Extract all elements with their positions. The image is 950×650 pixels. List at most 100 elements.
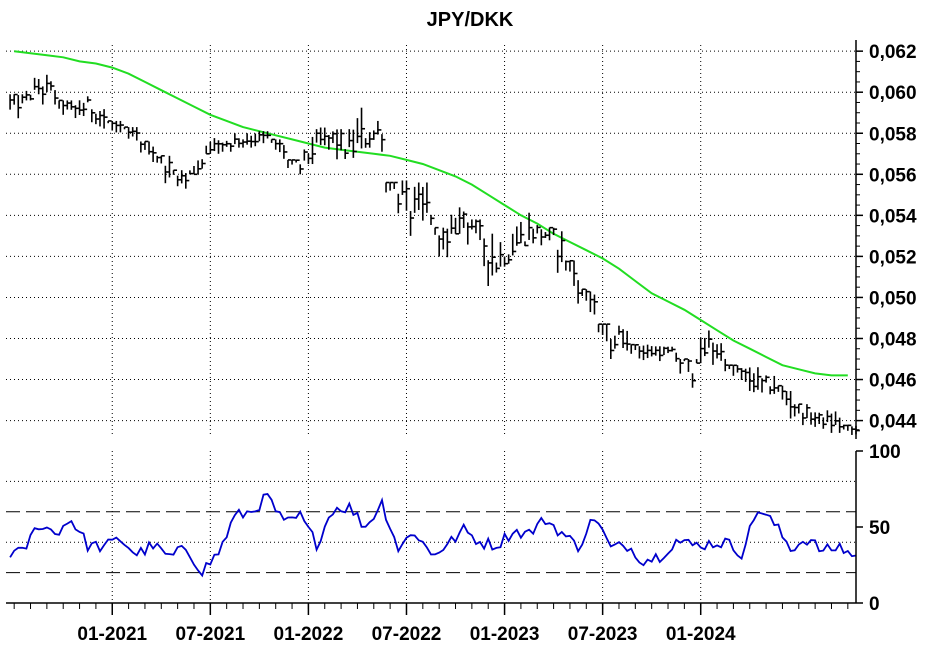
price-bar (495, 262, 500, 273)
oscillator-layer (9, 493, 857, 578)
price-bar (372, 130, 378, 140)
price-bar (483, 238, 488, 267)
price-bar (736, 365, 741, 373)
price-bar (299, 164, 304, 175)
price-bar (348, 129, 353, 148)
x-tick-label: 07-2021 (175, 624, 245, 645)
price-bar (311, 136, 316, 165)
price-bar (556, 249, 562, 273)
price-bar (266, 131, 272, 139)
price-bar (626, 330, 631, 351)
price-bar (462, 211, 468, 228)
price-bar (172, 169, 178, 175)
price-bar (258, 131, 263, 142)
price-bar (818, 412, 823, 424)
price-bar (708, 330, 713, 348)
price-bar (777, 384, 782, 392)
price-bar (111, 120, 116, 131)
price-bar (180, 170, 186, 184)
price-bar (826, 410, 831, 423)
price-bar (785, 391, 791, 406)
price-bar (86, 96, 92, 103)
price-bar (148, 141, 153, 155)
price-bar (168, 155, 173, 178)
price-bar (221, 142, 227, 152)
price-bar (716, 344, 721, 359)
price-bar (193, 165, 198, 176)
price-bar (589, 291, 594, 313)
price-bar (103, 109, 108, 129)
price-bar (671, 346, 676, 352)
price-bar (695, 359, 701, 364)
price-bar (426, 182, 431, 213)
price-bar (430, 214, 435, 225)
price-bar (164, 165, 169, 184)
price-bar (213, 138, 218, 152)
price-bar (810, 412, 815, 425)
price-bar (33, 77, 39, 90)
price-bar (389, 181, 394, 191)
price-bar (262, 131, 267, 144)
price-bar (732, 364, 737, 376)
price-bar (417, 182, 423, 210)
price-bar (217, 140, 222, 154)
price-bar (315, 129, 321, 143)
x-tick-label: 07-2023 (568, 624, 638, 645)
y-tick-label: 0,052 (869, 247, 917, 268)
price-bar (58, 99, 63, 109)
price-bar (127, 127, 133, 139)
y-tick-label: 0,046 (869, 371, 917, 392)
price-bar (54, 90, 59, 105)
price-bar (834, 411, 840, 425)
price-bar (585, 289, 590, 301)
price-bar (471, 219, 476, 230)
price-bar (91, 109, 96, 123)
price-bar (654, 346, 660, 356)
y-tick-label: 0,060 (869, 83, 917, 104)
price-bar (761, 378, 766, 393)
price-bar (487, 260, 492, 286)
reference-lines (6, 480, 856, 574)
osc-y-tick-label: 0 (869, 594, 880, 615)
price-bar (516, 226, 521, 246)
price-bar (491, 233, 496, 276)
price-bar (328, 135, 333, 150)
price-bar (377, 120, 382, 135)
price-bar (838, 417, 844, 433)
price-bar (283, 145, 288, 159)
price-bar (802, 412, 807, 426)
price-bar (540, 229, 545, 246)
price-bar (683, 358, 688, 362)
price-bar (789, 391, 795, 419)
price-bar (201, 159, 206, 169)
price-bar (74, 105, 79, 119)
price-bar (667, 346, 672, 354)
price-bar (765, 375, 770, 383)
price-bar (532, 228, 537, 244)
price-bar (638, 346, 643, 359)
price-bar (82, 102, 88, 117)
price-bar (115, 120, 120, 133)
price-bar (197, 160, 202, 175)
price-bar (614, 335, 619, 349)
price-bar (405, 180, 410, 211)
price-bar (675, 352, 680, 362)
price-bar (393, 181, 398, 189)
price-bar (356, 118, 361, 144)
price-bar (205, 145, 210, 155)
price-bar (99, 111, 104, 127)
price-bar (593, 294, 598, 315)
price-bar (66, 100, 71, 110)
price-bar (438, 235, 443, 257)
price-bar (814, 412, 819, 427)
price-bar (748, 367, 754, 391)
price-bar (307, 153, 312, 165)
price-bar (797, 403, 803, 414)
price-bar (634, 344, 639, 351)
x-tick-label: 01-2023 (470, 624, 540, 645)
price-bar (360, 107, 366, 149)
price-bar (503, 256, 509, 267)
price-bar (605, 323, 611, 342)
price-bar (152, 146, 157, 162)
